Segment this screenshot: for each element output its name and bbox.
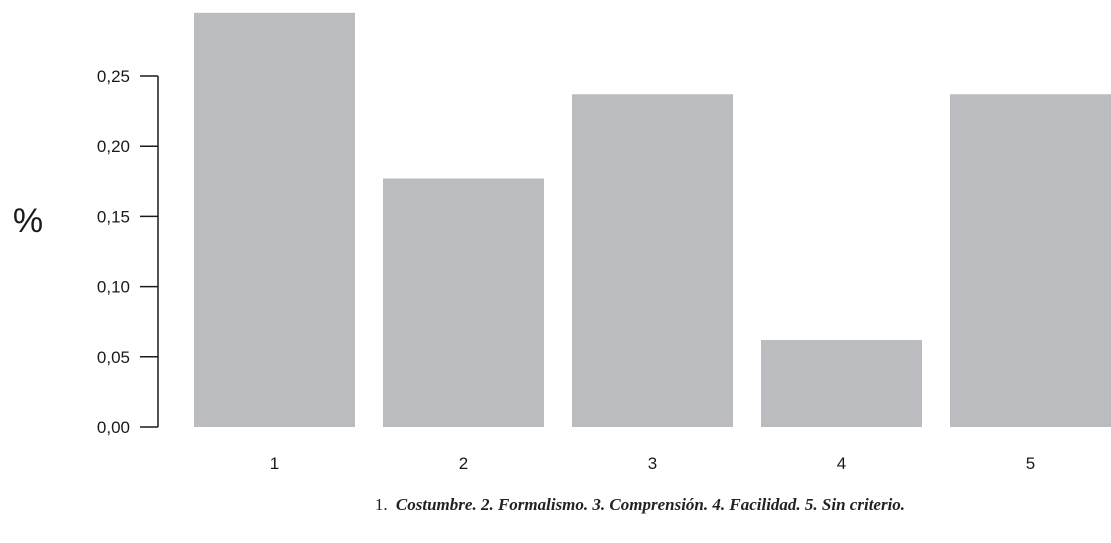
bar-5 (950, 94, 1111, 427)
x-tick-label: 2 (459, 454, 468, 473)
y-axis-label: % (13, 202, 43, 240)
caption-number: 1. (375, 495, 388, 514)
y-tick-label: 0,00 (97, 418, 130, 437)
y-tick-label: 0,15 (97, 207, 130, 226)
y-tick-label: 0,10 (97, 278, 130, 297)
y-tick-label: 0,20 (97, 137, 130, 156)
bar-4 (761, 339, 922, 427)
y-tick-label: 0,25 (97, 67, 130, 86)
x-tick-label: 4 (837, 454, 846, 473)
bars (194, 12, 1111, 427)
caption-text: Costumbre. 2. Formalismo. 3. Comprensión… (396, 495, 905, 514)
y-axis: 0,00 0,05 0,10 0,15 0,20 0,25 (97, 67, 159, 437)
x-tick-label: 5 (1026, 454, 1035, 473)
bar-1 (194, 12, 355, 427)
bar-3 (572, 94, 733, 427)
x-axis-ticks: 1 2 3 4 5 (270, 454, 1035, 473)
x-tick-label: 3 (648, 454, 657, 473)
chart-caption: 1. Costumbre. 2. Formalismo. 3. Comprens… (375, 495, 905, 514)
x-tick-label: 1 (270, 454, 279, 473)
y-tick-label: 0,05 (97, 348, 130, 367)
bar-2 (383, 178, 544, 427)
